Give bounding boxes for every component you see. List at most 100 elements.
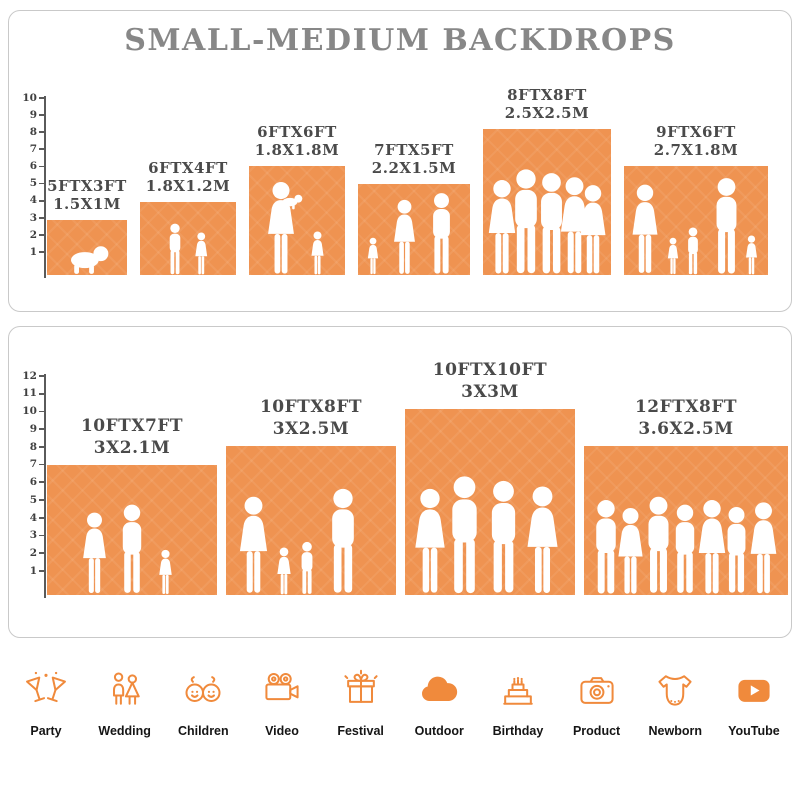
size-ft: 7FTX5FT (374, 140, 454, 159)
backdrop-6x4: 6FTX4FT 1.8X1.2M (140, 159, 236, 275)
people-silhouette (71, 246, 109, 274)
backdrop-9x6: 9FTX6FT 2.7X1.8M (624, 123, 768, 275)
category-row: Party Wedding (0, 638, 800, 738)
backdrop-swatch (483, 129, 611, 275)
backdrop-6x6: 6FTX6FT 1.8X1.8M (249, 123, 345, 275)
gift-box-icon (344, 669, 378, 703)
bar-label: 7FTX5FT 2.2X1.5M (372, 141, 456, 179)
ruler-number: 9 (30, 424, 46, 435)
baby-onesie-icon (658, 675, 692, 706)
backdrop-swatch (624, 166, 768, 275)
size-ft: 6FTX4FT (148, 158, 228, 177)
category-label: Video (265, 724, 299, 738)
ruler-number: 9 (30, 110, 46, 121)
category-label: Newborn (648, 724, 702, 738)
ruler-number: 4 (30, 195, 46, 206)
category-label: Festival (337, 724, 384, 738)
size-m: 1.8X1.8M (254, 141, 340, 160)
size-ft: 10FTX8FT (259, 396, 363, 417)
category-youtube: YouTube (726, 668, 782, 738)
size-m: 3X2.5M (272, 418, 350, 439)
video-camera-icon (265, 672, 299, 701)
people-silhouette (415, 476, 558, 594)
bar-label: 6FTX4FT 1.8X1.2M (146, 159, 230, 197)
medium-large-panel: 12 11 10 9 8 7 6 5 4 3 2 1 10FTX7FT 3X2.… (8, 326, 792, 638)
small-medium-panel: SMALL-MEDIUM BACKDROPS 10 9 8 7 6 5 4 3 … (8, 10, 792, 312)
size-ft: 10FTX7FT (80, 415, 184, 436)
size-ft: 8FTX8FT (507, 85, 587, 104)
category-label: Children (177, 724, 229, 738)
backdrop-10x8: 10FTX8FT 3X2.5M (226, 396, 396, 595)
people-silhouette (596, 496, 777, 594)
category-label: Birthday (492, 724, 544, 738)
people-silhouette (268, 182, 324, 275)
ruler-number: 4 (30, 512, 46, 523)
size-ft: 6FTX6FT (257, 122, 337, 141)
category-label: YouTube (728, 724, 780, 738)
backdrop-5x3: 5FTX3FT 1.5X1M (47, 177, 127, 275)
backdrop-7x5: 7FTX5FT 2.2X1.5M (358, 141, 470, 275)
bar-label: 10FTX10FT 3X3M (433, 359, 547, 403)
wedding-couple-icon (112, 672, 140, 705)
ruler-number: 5 (30, 178, 46, 189)
youtube-play-icon (738, 679, 770, 702)
backdrop-8x8: 8FTX8FT 2.5X2.5M (483, 86, 611, 275)
backdrop-size-infographic: SMALL-MEDIUM BACKDROPS 10 9 8 7 6 5 4 3 … (0, 10, 800, 738)
size-m: 2.2X1.5M (371, 159, 457, 178)
backdrop-10x7: 10FTX7FT 3X2.1M (47, 415, 217, 595)
backdrop-swatch (47, 220, 127, 275)
backdrop-12x8: 12FTX8FT 3.6X2.5M (584, 396, 788, 595)
ruler-number: 1 (30, 246, 46, 257)
ruler-number: 10 (22, 406, 46, 417)
category-video: Video (254, 668, 310, 738)
size-ft: 12FTX8FT (634, 396, 738, 417)
bar-label: 10FTX8FT 3X2.5M (260, 396, 362, 440)
size-m: 1.5X1M (53, 195, 121, 214)
size-m: 2.7X1.8M (653, 141, 739, 160)
children-faces-icon (185, 676, 221, 703)
birthday-cake-icon (503, 676, 533, 705)
cloud-icon (422, 676, 458, 701)
size-m: 3X3M (461, 381, 519, 402)
page-title: SMALL-MEDIUM BACKDROPS (124, 23, 676, 58)
category-children: Children (175, 668, 231, 738)
category-label: Wedding (98, 724, 151, 738)
ruler-number: 7 (30, 459, 46, 470)
category-festival: Festival (333, 668, 389, 738)
size-ft: 9FTX6FT (656, 122, 736, 141)
photo-camera-icon (580, 677, 614, 704)
category-newborn: Newborn (647, 668, 703, 738)
bar-label: 8FTX8FT 2.5X2.5M (505, 86, 589, 124)
backdrop-swatch (47, 465, 217, 595)
category-party: Party (18, 668, 74, 738)
ruler-number: 8 (30, 127, 46, 138)
ruler-number: 6 (30, 161, 46, 172)
backdrop-swatch (584, 446, 788, 595)
bar-label: 6FTX6FT 1.8X1.8M (255, 123, 339, 161)
size-m: 2.5X2.5M (504, 104, 590, 123)
category-product: Product (569, 668, 625, 738)
category-label: Product (572, 724, 621, 738)
bar-label: 10FTX7FT 3X2.1M (81, 415, 183, 459)
backdrop-swatch (405, 409, 575, 595)
ruler-number: 1 (30, 565, 46, 576)
people-silhouette (83, 504, 172, 594)
size-m: 1.8X1.2M (145, 177, 231, 196)
backdrop-swatch (358, 184, 470, 275)
people-silhouette (632, 178, 757, 275)
ruler-number: 7 (30, 144, 46, 155)
backdrop-swatch (226, 446, 396, 595)
size-m: 3X2.1M (93, 437, 171, 458)
ruler-number: 8 (30, 441, 46, 452)
ruler-number: 10 (22, 93, 46, 104)
category-label: Party (30, 724, 62, 738)
people-silhouette (367, 193, 450, 275)
backdrop-swatch (249, 166, 345, 275)
ruler-number: 12 (22, 371, 46, 382)
ruler-top: 10 9 8 7 6 5 4 3 2 1 (19, 93, 46, 278)
ruler-bottom: 12 11 10 9 8 7 6 5 4 3 2 1 (19, 371, 46, 598)
bar-label: 9FTX6FT 2.7X1.8M (654, 123, 738, 161)
category-label: Outdoor (414, 724, 464, 738)
ruler-number: 3 (30, 530, 46, 541)
category-outdoor: Outdoor (411, 668, 467, 738)
